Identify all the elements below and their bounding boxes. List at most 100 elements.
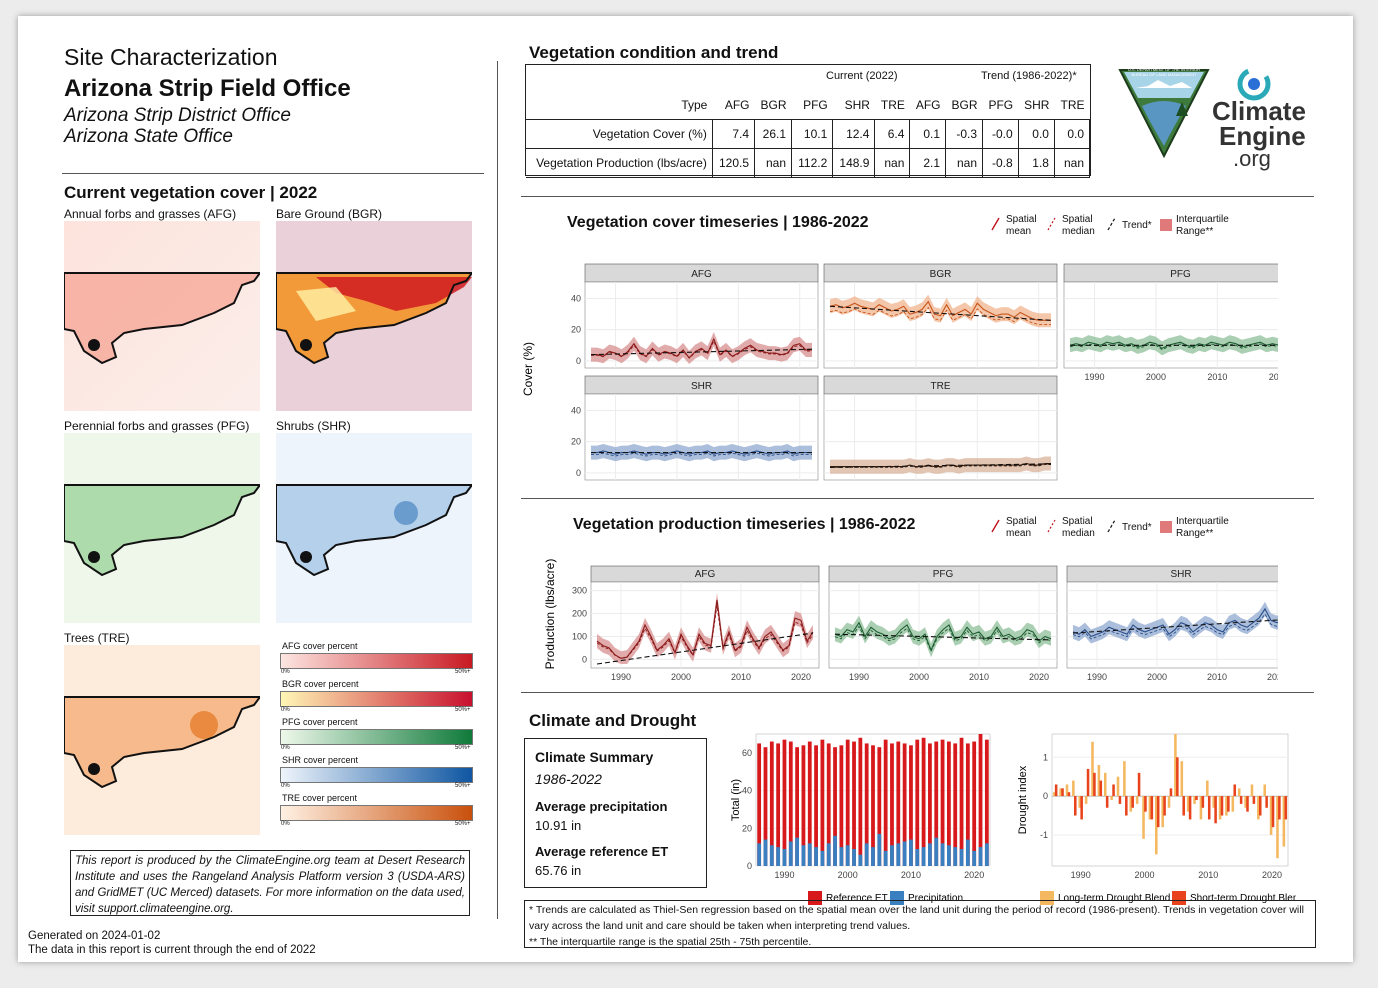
et-bar: [940, 739, 945, 866]
divider: [521, 692, 1314, 693]
trend-line: [1072, 619, 1278, 634]
precip-bar: [946, 845, 951, 866]
et-label: Average reference ET: [535, 844, 669, 859]
climate-bar-chart: 0 20 40 60 1990 2000 2010 2020 Total (in) Referen…: [730, 733, 991, 905]
y-tick-label: 20: [742, 823, 752, 833]
legend-swatch: [808, 891, 822, 905]
precip-bar: [776, 847, 781, 866]
footnote-1: * Trends are calculated as Thiel-Sen reg…: [529, 904, 1304, 932]
precip-bar: [757, 843, 762, 866]
long-term-bar: [1237, 788, 1241, 797]
short-term-bar: [1265, 796, 1268, 808]
legend-bar: [280, 653, 473, 669]
et-bar: [984, 739, 989, 866]
legend-text: Spatial: [1006, 516, 1037, 527]
precip-bar: [839, 847, 844, 866]
long-term-bar: [1059, 788, 1062, 797]
short-term-bar: [1086, 768, 1090, 797]
long-term-bar: [1186, 796, 1190, 812]
table-cell: 26.1: [753, 119, 793, 149]
table-cell: nan: [1053, 148, 1091, 178]
mean-line: [829, 300, 1051, 321]
long-term-bar: [1072, 780, 1075, 797]
map-tre: [64, 645, 260, 835]
long-term-bar: [1091, 741, 1094, 797]
precip-value: 10.91 in: [535, 818, 582, 833]
x-tick-label: 2000: [671, 672, 691, 681]
precip-bar: [833, 835, 837, 866]
x-tick-label: 1990: [849, 672, 869, 681]
legend-swatch: [991, 217, 1000, 231]
precip-bar: [959, 849, 964, 866]
state-name: Arizona State Office: [64, 126, 233, 147]
panel-bg: [1063, 281, 1278, 369]
long-term-bar: [1161, 796, 1164, 828]
et-bar: [852, 741, 856, 866]
precip-bar: [864, 843, 869, 866]
precip-bar: [984, 843, 989, 866]
map-label-bgr: Bare Ground (BGR): [276, 207, 383, 221]
legend-min: 0%: [281, 821, 290, 827]
type-header: Type: [681, 98, 708, 112]
x-tick-label: 2000: [909, 672, 929, 681]
report-page: Site Characterization Arizona Strip Fiel…: [18, 16, 1353, 962]
table-cell: 10.1: [791, 119, 834, 149]
trend-line: [829, 463, 1052, 468]
x-tick-label: 2000: [1147, 672, 1167, 681]
legend-max: 50%+: [455, 783, 471, 789]
short-term-bar: [1144, 796, 1147, 812]
drought-bar-chart: -1 0 1 1990 2000 2010 2020 Drought index Long-te…: [1017, 733, 1296, 905]
divider: [62, 173, 484, 174]
x-tick-label: 1990: [1071, 870, 1091, 880]
x-tick-label: 2000: [1146, 372, 1166, 382]
facet-pfg: PFG: [1063, 263, 1278, 369]
precip-bar: [890, 845, 894, 866]
precip-bar: [807, 843, 812, 866]
x-tick-label: 2010: [901, 870, 921, 880]
table-cell: 2.1: [909, 148, 946, 178]
climate-engine-icon: [1237, 67, 1271, 101]
x-tick-label: 2020: [1262, 870, 1282, 880]
legend-text: median: [1062, 226, 1095, 237]
cover-timeseries-chart: Cover (%) AFG 0 20 40 BGR PFG 1990 2000 2010 2020 S…: [521, 263, 1278, 481]
precip-bar: [795, 837, 800, 866]
legend-text: Spatial: [1062, 214, 1093, 225]
et-bar: [833, 747, 837, 866]
legend-label: Precipitation: [908, 893, 963, 904]
precip-bar: [801, 845, 806, 866]
short-term-bar: [1188, 796, 1192, 820]
disclaimer-box: This report is produced by the ClimateEn…: [70, 850, 470, 916]
y-tick-label: 40: [742, 786, 752, 796]
legend-text: Range**: [1176, 226, 1214, 237]
current-label: Current (2022): [826, 70, 898, 82]
cover-ts-title: Vegetation cover timeseries | 1986-2022: [567, 214, 869, 231]
legend-text: Range**: [1176, 528, 1214, 539]
legend-swatch: [1047, 519, 1056, 533]
legend-label: Long-term Drought Blend: [1058, 893, 1170, 904]
et-bar: [965, 743, 970, 866]
short-term-bar: [1163, 796, 1166, 816]
et-bar: [795, 747, 800, 866]
precip-bar: [826, 843, 831, 866]
table-cell: nan: [753, 148, 793, 178]
x-tick-label: 1990: [774, 870, 794, 880]
facet-label: AFG: [695, 569, 716, 580]
iqr-band: [597, 592, 813, 664]
legend-bar: [280, 805, 473, 821]
legend-label: Reference ET: [826, 893, 888, 904]
trend-label: Trend (1986-2022)*: [981, 70, 1077, 82]
precip-bar: [915, 849, 920, 866]
climate-engine-org: .org: [1233, 146, 1271, 171]
mean-line: [1069, 341, 1278, 350]
et-bar: [763, 747, 768, 866]
table-cell: nan: [874, 148, 911, 178]
map-pfg: [64, 433, 260, 623]
table-cell: -0.0: [982, 119, 1019, 149]
long-term-bar: [1103, 772, 1107, 797]
column-header: TRE: [880, 98, 905, 112]
y-tick-label: 100: [572, 631, 587, 641]
et-bar: [839, 745, 844, 866]
mean-line: [1072, 607, 1278, 638]
et-bar: [871, 745, 875, 866]
x-tick-label: 2020: [1029, 672, 1049, 681]
